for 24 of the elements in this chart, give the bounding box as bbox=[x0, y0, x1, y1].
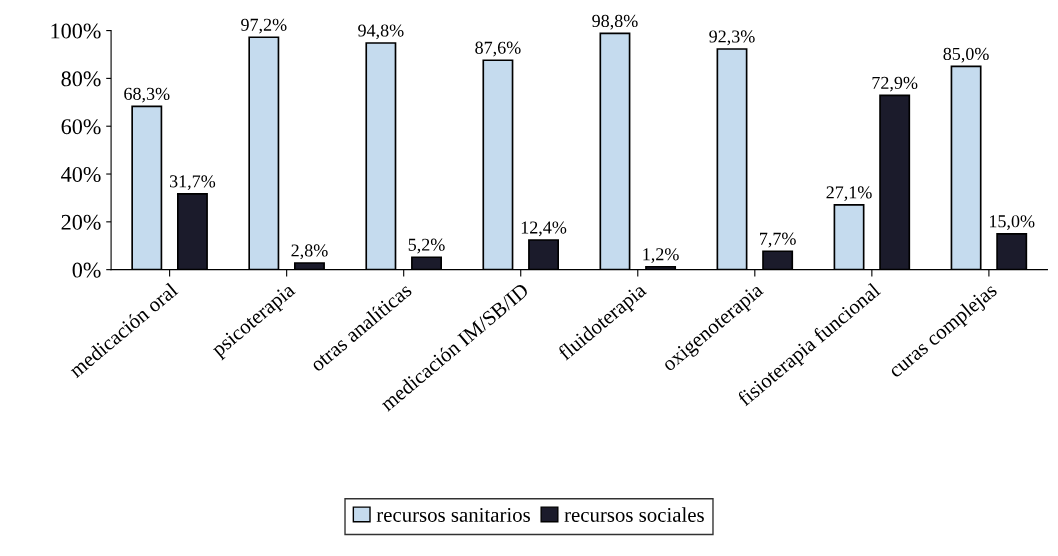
legend-label: recursos sociales bbox=[564, 507, 704, 522]
y-tick-label: 40% bbox=[61, 166, 101, 183]
data-label: 2,8% bbox=[291, 244, 328, 260]
data-label: 92,3% bbox=[709, 30, 755, 46]
data-label: 98,8% bbox=[592, 14, 638, 30]
data-label: 12,4% bbox=[521, 221, 567, 237]
data-label: 87,6% bbox=[475, 41, 521, 57]
data-label: 7,7% bbox=[760, 232, 796, 248]
y-tick-label: 100% bbox=[51, 23, 101, 39]
data-label: 1,2% bbox=[643, 248, 679, 263]
data-label: 27,1% bbox=[826, 186, 872, 202]
data-label: 94,8% bbox=[358, 24, 404, 40]
y-tick-label: 80% bbox=[61, 71, 101, 87]
data-label: 72,9% bbox=[872, 76, 918, 92]
data-label: 85,0% bbox=[943, 47, 989, 63]
y-tick-label: 20% bbox=[61, 214, 101, 230]
data-label: 68,3% bbox=[124, 87, 170, 103]
y-tick-label: 0% bbox=[72, 262, 101, 278]
data-label: 5,2% bbox=[408, 238, 445, 254]
data-label: 15,0% bbox=[989, 215, 1035, 230]
data-label: 97,2% bbox=[241, 18, 287, 34]
y-tick-label: 60% bbox=[61, 119, 101, 135]
legend-label: recursos sanitarios bbox=[376, 507, 530, 522]
data-label: 31,7% bbox=[169, 175, 216, 191]
